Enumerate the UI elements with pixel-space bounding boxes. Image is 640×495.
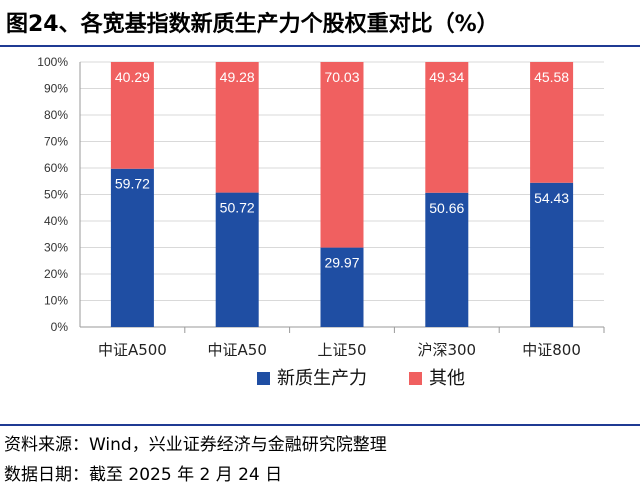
bar-segment bbox=[215, 192, 259, 327]
y-tick-label: 80% bbox=[44, 108, 68, 122]
category-label: 中证A500 bbox=[98, 341, 167, 359]
data-label: 70.03 bbox=[324, 69, 359, 85]
legend-swatch bbox=[409, 372, 422, 385]
data-label: 49.34 bbox=[429, 69, 464, 85]
category-label: 中证A50 bbox=[208, 341, 267, 359]
legend-label: 新质生产力 bbox=[277, 368, 367, 389]
bar-segment bbox=[215, 62, 259, 193]
data-label: 40.29 bbox=[115, 69, 150, 85]
footer-divider bbox=[0, 424, 640, 426]
data-label: 54.43 bbox=[534, 190, 569, 206]
data-label: 50.72 bbox=[220, 200, 255, 216]
y-tick-label: 0% bbox=[51, 320, 69, 334]
category-label: 上证50 bbox=[317, 341, 366, 359]
legend-label: 其他 bbox=[429, 368, 465, 389]
y-tick-label: 60% bbox=[44, 161, 68, 175]
data-label: 59.72 bbox=[115, 176, 150, 192]
bar-segment bbox=[110, 62, 154, 169]
y-tick-label: 70% bbox=[44, 135, 68, 149]
y-tick-label: 40% bbox=[44, 214, 68, 228]
chart-title: 图24、各宽基指数新质生产力个股权重对比（%） bbox=[6, 12, 499, 37]
data-label: 50.66 bbox=[429, 200, 464, 216]
bar-segment bbox=[110, 168, 154, 327]
bar-segment bbox=[425, 192, 469, 327]
source-note: 资料来源：Wind，兴业证券经济与金融研究院整理 bbox=[4, 435, 387, 455]
title-bar: 图24、各宽基指数新质生产力个股权重对比（%） bbox=[0, 0, 640, 44]
y-tick-label: 50% bbox=[44, 188, 68, 202]
data-label: 49.28 bbox=[220, 69, 255, 85]
data-label: 45.58 bbox=[534, 69, 569, 85]
data-date-note: 数据日期：截至 2025 年 2 月 24 日 bbox=[4, 465, 283, 485]
title-divider bbox=[0, 45, 640, 47]
y-tick-label: 10% bbox=[44, 294, 68, 308]
y-tick-label: 100% bbox=[37, 55, 68, 69]
bar-segment bbox=[530, 62, 574, 183]
y-tick-label: 20% bbox=[44, 267, 68, 281]
category-label: 沪深300 bbox=[417, 341, 476, 359]
category-label: 中证800 bbox=[522, 341, 581, 359]
bar-segment bbox=[530, 182, 574, 327]
bar-segment bbox=[425, 62, 469, 193]
y-tick-label: 90% bbox=[44, 82, 68, 96]
bar-segment bbox=[320, 247, 364, 327]
legend-swatch bbox=[257, 372, 270, 385]
stacked-bar-chart: 0% 10% 20% 30% 40% 50% 60% 70% 80% 90% 100% 59.72 40… bbox=[37, 55, 605, 389]
y-tick-label: 30% bbox=[44, 241, 68, 255]
data-label: 29.97 bbox=[324, 255, 359, 271]
bar-segment bbox=[320, 62, 364, 248]
